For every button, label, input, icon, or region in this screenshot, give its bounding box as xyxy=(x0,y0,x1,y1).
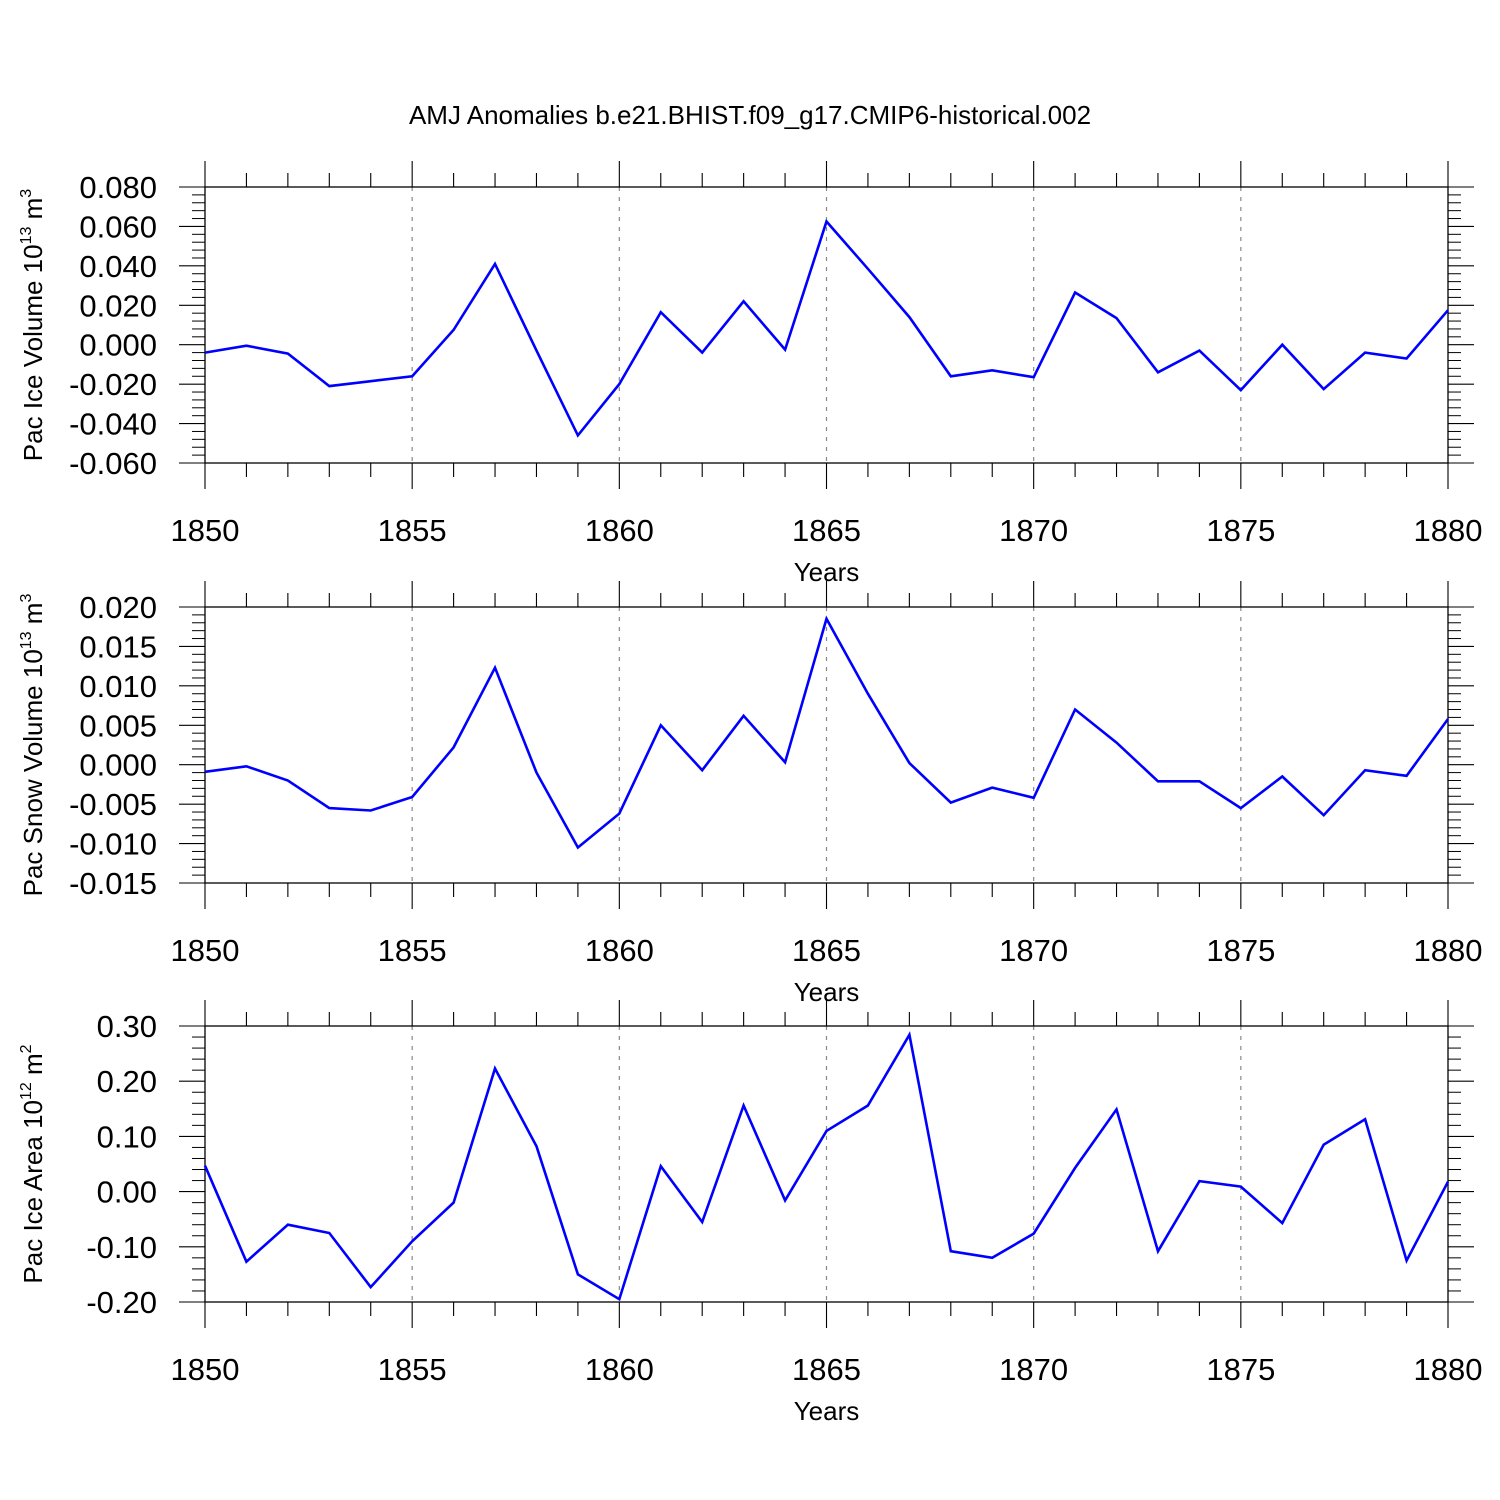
x-tick-label: 1865 xyxy=(792,513,861,548)
y-tick-label: -0.10 xyxy=(86,1230,157,1265)
x-tick-label: 1860 xyxy=(585,933,654,968)
y-tick-label: -0.060 xyxy=(69,446,157,481)
y-tick-label: -0.040 xyxy=(69,407,157,442)
y-tick-label: 0.010 xyxy=(79,669,157,704)
series-line xyxy=(204,615,1450,850)
x-tick-label: 1875 xyxy=(1206,513,1275,548)
y-tick-label: -0.20 xyxy=(86,1285,157,1320)
y-tick-label: 0.30 xyxy=(97,1009,157,1044)
y-tick-label: 0.020 xyxy=(79,590,157,625)
y-tick-label: -0.020 xyxy=(69,367,157,402)
y-tick-label: 0.00 xyxy=(97,1175,157,1210)
y-tick-label: 0.000 xyxy=(79,748,157,783)
x-tick-label: 1855 xyxy=(378,1352,447,1387)
x-tick-label: 1850 xyxy=(171,513,240,548)
chart-panel-2: -0.015 -0.010 -0.005 0.000 0.005 0.010 0.015 0.… xyxy=(18,581,1482,1007)
y-tick-label: 0.015 xyxy=(79,629,157,664)
y-tick-label: -0.005 xyxy=(69,787,157,822)
x-axis-title: Years xyxy=(794,1396,860,1426)
y-axis-title: Pac Ice Volume 1013 m3 xyxy=(18,189,48,462)
y-tick-label: 0.10 xyxy=(97,1119,157,1154)
x-tick-label: 1870 xyxy=(999,933,1068,968)
y-tick-label: 0.080 xyxy=(79,170,157,205)
x-tick-label: 1850 xyxy=(171,933,240,968)
x-tick-label: 1855 xyxy=(378,513,447,548)
series-line xyxy=(203,1031,1450,1302)
x-tick-label: 1860 xyxy=(585,513,654,548)
y-axis-title: Pac Snow Volume 1013 m3 xyxy=(18,594,48,897)
y-tick-label: 0.005 xyxy=(79,708,157,743)
x-tick-label: 1880 xyxy=(1414,1352,1483,1387)
x-tick-label: 1850 xyxy=(171,1352,240,1387)
y-tick-label: 0.20 xyxy=(97,1064,157,1099)
x-tick-label: 1875 xyxy=(1206,1352,1275,1387)
y-tick-label: -0.010 xyxy=(69,827,157,862)
x-tick-label: 1880 xyxy=(1414,513,1483,548)
y-tick-label: 0.040 xyxy=(79,249,157,284)
x-tick-label: 1870 xyxy=(999,1352,1068,1387)
y-tick-label: 0.000 xyxy=(79,328,157,363)
x-tick-label: 1875 xyxy=(1206,933,1275,968)
x-tick-label: 1870 xyxy=(999,513,1068,548)
chart-panel-3: -0.20 -0.10 0.00 0.10 0.20 0.30 1850 1855 1860 18… xyxy=(18,1000,1482,1426)
figure-title: AMJ Anomalies b.e21.BHIST.f09_g17.CMIP6-… xyxy=(409,100,1091,130)
y-axis-title: Pac Ice Area 1012 m2 xyxy=(18,1044,48,1283)
x-tick-label: 1865 xyxy=(792,933,861,968)
y-tick-label: -0.015 xyxy=(69,866,157,901)
x-tick-label: 1855 xyxy=(378,933,447,968)
y-tick-label: 0.060 xyxy=(79,209,157,244)
x-tick-label: 1860 xyxy=(585,1352,654,1387)
x-tick-label: 1865 xyxy=(792,1352,861,1387)
x-tick-label: 1880 xyxy=(1414,933,1483,968)
chart-panel-1: -0.060 -0.040 -0.020 0.000 0.020 0.040 0.060 0.… xyxy=(18,161,1482,587)
y-tick-label: 0.020 xyxy=(79,288,157,323)
